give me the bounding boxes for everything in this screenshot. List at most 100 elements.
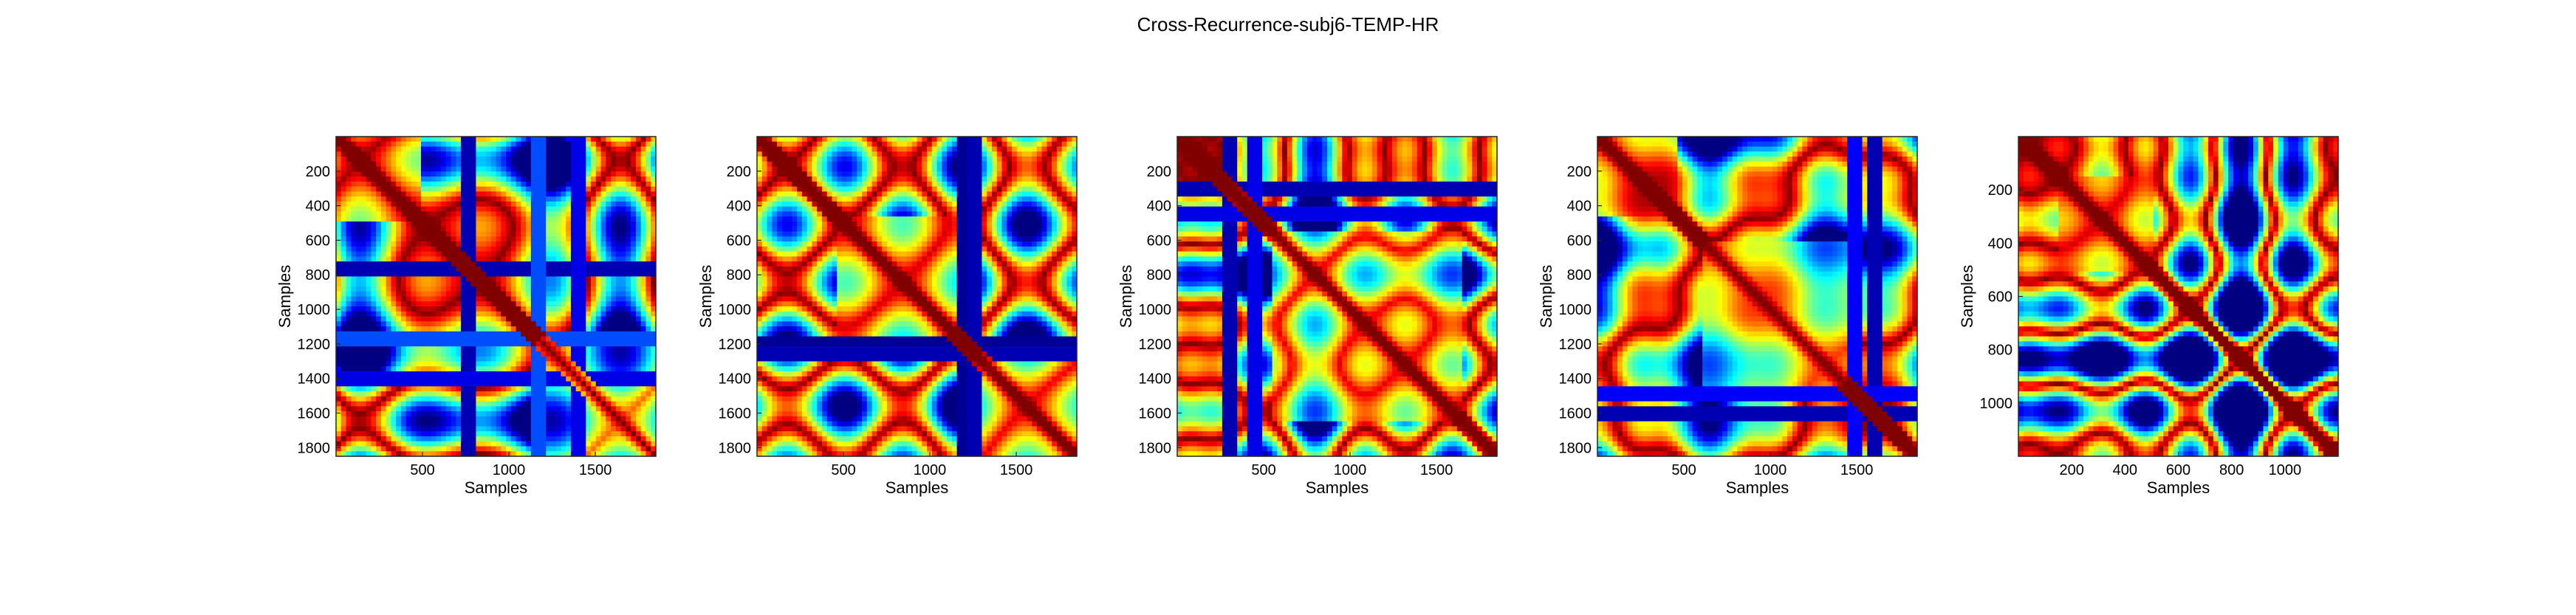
heatmap-cell (381, 167, 386, 172)
heatmap-cell (521, 272, 526, 277)
heatmap-cell (862, 142, 867, 147)
heatmap-cell (486, 357, 491, 362)
heatmap-cell (346, 326, 352, 331)
heatmap-cell (636, 247, 641, 252)
heatmap-cell (356, 267, 361, 272)
heatmap-cell (426, 292, 431, 297)
heatmap-cell (431, 377, 436, 382)
heatmap-cell (566, 187, 571, 192)
heatmap-cell (962, 191, 967, 196)
heatmap-cell (481, 281, 486, 286)
heatmap-cell (772, 187, 777, 192)
heatmap-cell (466, 256, 471, 261)
heatmap-cell (596, 312, 601, 317)
heatmap-cell (872, 176, 877, 182)
heatmap-cell (581, 402, 586, 407)
heatmap-cell (361, 371, 366, 377)
heatmap-cell (641, 157, 646, 162)
heatmap-cell (767, 191, 773, 196)
heatmap-cell (381, 341, 386, 346)
heatmap-cell (501, 386, 506, 391)
heatmap-cell (476, 416, 481, 422)
heatmap-cell (576, 232, 581, 237)
heatmap-cell (366, 301, 371, 306)
heatmap-cell (857, 196, 862, 202)
heatmap-cell (616, 196, 621, 202)
heatmap-cell (371, 442, 376, 447)
heatmap-cell (376, 406, 381, 411)
heatmap-cell (576, 416, 581, 422)
heatmap-cell (501, 176, 506, 182)
heatmap-cell (361, 361, 366, 366)
heatmap-cell (421, 191, 426, 196)
heatmap-cell (546, 317, 551, 322)
heatmap-cell (461, 426, 466, 431)
heatmap-cell (391, 301, 396, 306)
heatmap-cell (386, 142, 391, 147)
heatmap-cell (596, 377, 601, 382)
heatmap-cell (411, 442, 416, 447)
heatmap-cell (902, 167, 907, 172)
heatmap-cell (456, 211, 461, 216)
heatmap-cell (892, 196, 897, 202)
heatmap-cell (446, 297, 451, 302)
heatmap-cell (401, 317, 406, 322)
heatmap-cell (361, 341, 366, 346)
heatmap-cell (356, 292, 361, 297)
heatmap-cell (361, 377, 366, 382)
heatmap-cell (616, 331, 621, 337)
heatmap-cell (386, 191, 391, 196)
heatmap-cell (606, 182, 611, 187)
heatmap-cell (1017, 137, 1022, 142)
heatmap-cell (576, 341, 581, 346)
heatmap-cell (391, 281, 396, 286)
heatmap-cell (561, 171, 566, 176)
heatmap-cell (511, 431, 516, 436)
heatmap-cell (356, 176, 361, 182)
heatmap-cell (932, 176, 937, 182)
heatmap-cell (366, 167, 371, 172)
heatmap-cell (561, 341, 566, 346)
heatmap-cell (346, 252, 352, 257)
heatmap-cell (576, 321, 581, 326)
heatmap-cell (601, 247, 606, 252)
heatmap-cell (847, 137, 852, 142)
heatmap-cell (641, 341, 646, 346)
heatmap-cell (812, 151, 817, 157)
heatmap-cell (611, 216, 616, 221)
heatmap-cell (566, 391, 571, 396)
heatmap-cell (792, 151, 797, 157)
heatmap-cell (536, 227, 541, 232)
heatmap-cell (486, 382, 491, 387)
heatmap-cell (491, 331, 496, 337)
heatmap-cell (566, 241, 571, 247)
heatmap-cell (386, 216, 391, 221)
heatmap-cell (581, 326, 586, 331)
heatmap-cell (561, 142, 566, 147)
heatmap-cell (531, 272, 536, 277)
heatmap-cell (762, 171, 767, 176)
heatmap-cell (556, 402, 561, 407)
heatmap-cell (887, 147, 892, 152)
heatmap-cell (645, 411, 651, 416)
heatmap-cell (521, 361, 526, 366)
heatmap-cell (401, 211, 406, 216)
heatmap-cell (536, 361, 541, 366)
heatmap-cell (581, 216, 586, 221)
heatmap-cell (556, 346, 561, 351)
heatmap-cell (456, 272, 461, 277)
heatmap-cell (531, 346, 536, 351)
heatmap-cell (441, 267, 446, 272)
heatmap-cell (396, 247, 401, 252)
heatmap-cell (636, 256, 641, 261)
heatmap-cell (441, 167, 446, 172)
heatmap-cell (571, 431, 576, 436)
heatmap-cell (381, 436, 386, 442)
heatmap-cell (606, 331, 611, 337)
heatmap-cell (636, 416, 641, 422)
heatmap-cell (381, 377, 386, 382)
heatmap-cell (461, 402, 466, 407)
heatmap-cell (571, 162, 576, 167)
heatmap-cell (967, 142, 972, 147)
heatmap-cell (611, 157, 616, 162)
